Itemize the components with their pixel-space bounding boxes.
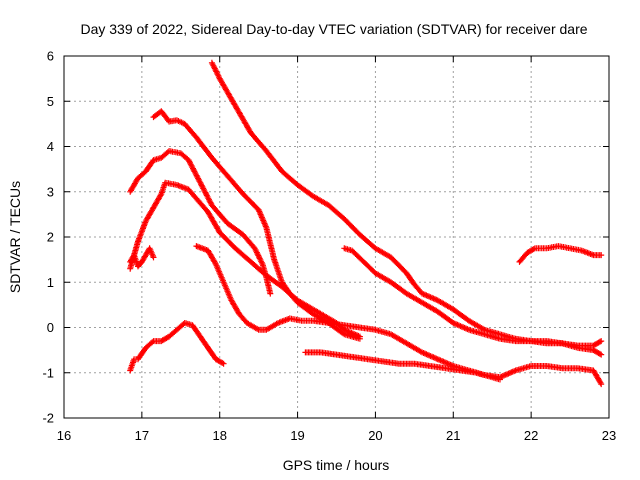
data-marks	[127, 59, 605, 388]
y-axis-label: SDTVAR / TECUs	[7, 181, 23, 293]
series-marks	[127, 179, 363, 340]
x-tick-label: 21	[446, 428, 460, 443]
series-marks	[127, 320, 227, 374]
y-tick-label: 1	[47, 275, 54, 290]
y-tick-label: 6	[47, 49, 54, 64]
y-tick-labels: -2 -1 0 1 2 3 4 5 6	[42, 49, 54, 426]
series-marks	[302, 349, 503, 383]
series-marks	[341, 245, 605, 358]
series-marks	[127, 245, 157, 270]
axis-ticks	[63, 55, 610, 419]
series-track-10	[516, 243, 605, 265]
x-tick-label: 18	[212, 428, 226, 443]
series-marks	[208, 59, 605, 349]
x-tick-label: 19	[290, 428, 304, 443]
x-tick-labels: 16 17 18 19 20 21 22 23	[57, 428, 616, 443]
x-tick-label: 17	[135, 428, 149, 443]
series-track-7	[341, 245, 605, 358]
x-tick-label: 23	[602, 428, 616, 443]
series-track-4	[127, 179, 363, 340]
y-tick-label: -1	[42, 365, 54, 380]
series-track-1	[208, 59, 605, 349]
x-tick-label: 16	[57, 428, 71, 443]
chart-title: Day 339 of 2022, Sidereal Day-to-day VTE…	[80, 21, 587, 37]
grid	[64, 56, 609, 418]
y-tick-label: 0	[47, 320, 54, 335]
series-track-5	[127, 245, 157, 270]
series-marks	[516, 243, 605, 265]
y-tick-label: 3	[47, 184, 54, 199]
series-track-3	[127, 148, 274, 297]
y-tick-label: 4	[47, 139, 54, 154]
x-axis-label: GPS time / hours	[283, 457, 390, 473]
series-track-9	[127, 320, 227, 374]
x-tick-label: 20	[368, 428, 382, 443]
x-tick-label: 22	[524, 428, 538, 443]
y-tick-label: 5	[47, 94, 54, 109]
series-track-2	[150, 108, 363, 342]
series-marks	[127, 148, 274, 297]
y-tick-label: 2	[47, 230, 54, 245]
series-marks	[150, 108, 363, 342]
series-track-8	[302, 349, 503, 383]
y-tick-label: -2	[42, 411, 54, 426]
